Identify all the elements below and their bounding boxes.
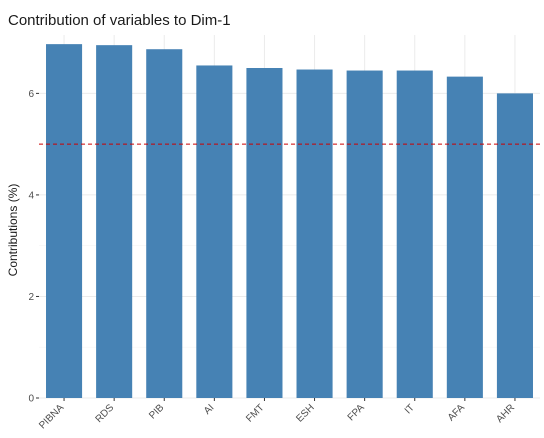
bar-pibna: [46, 44, 83, 399]
y-axis-ticks: 0 2 4 6: [28, 89, 39, 405]
bar-fpa: [346, 70, 383, 399]
bar-afa: [446, 76, 483, 398]
bar-pib: [146, 49, 183, 398]
x-axis-ticks: PIBNA RDS PIB AI FMT ESH FPA IT AFA AHR: [37, 398, 517, 431]
y-axis-label: Contributions (%): [6, 184, 20, 277]
bars: [46, 44, 533, 399]
chart-title: Contribution of variables to Dim-1: [8, 12, 231, 29]
y-tick-label: 4: [28, 190, 34, 201]
x-tick-label: ESH: [294, 402, 316, 424]
x-tick-label: RDS: [94, 402, 117, 425]
y-tick-label: 6: [28, 89, 34, 100]
bar-ahr: [496, 93, 533, 398]
x-tick-label: AFA: [446, 402, 467, 423]
x-tick-label: IT: [403, 402, 417, 416]
x-tick-label: PIB: [147, 402, 166, 421]
y-tick-label: 2: [28, 292, 34, 303]
x-tick-label: PIBNA: [37, 402, 66, 431]
bar-fmt: [246, 68, 283, 398]
x-tick-label: AHR: [494, 402, 517, 425]
bar-ai: [196, 65, 233, 398]
bar-it: [396, 70, 433, 399]
bar-esh: [296, 69, 333, 399]
x-tick-label: AI: [202, 402, 216, 416]
x-tick-label: FMT: [244, 402, 266, 424]
bar-rds: [96, 45, 133, 399]
x-tick-label: FPA: [346, 402, 367, 423]
y-tick-label: 0: [28, 394, 34, 405]
